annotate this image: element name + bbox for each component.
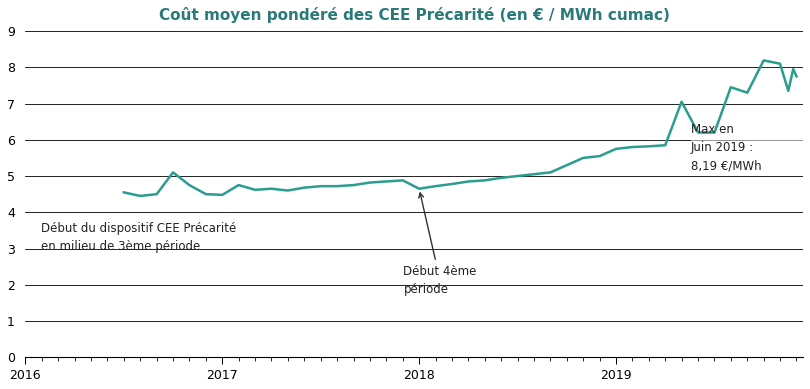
Text: Max en
Juin 2019 :
8,19 €/MWh: Max en Juin 2019 : 8,19 €/MWh [691, 123, 761, 172]
Text: Début 4ème
période: Début 4ème période [403, 193, 477, 296]
Text: Début du dispositif CEE Précarité
en milieu de 3ème période: Début du dispositif CEE Précarité en mil… [41, 223, 237, 253]
Title: Coût moyen pondéré des CEE Précarité (en € / MWh cumac): Coût moyen pondéré des CEE Précarité (en… [159, 7, 670, 23]
